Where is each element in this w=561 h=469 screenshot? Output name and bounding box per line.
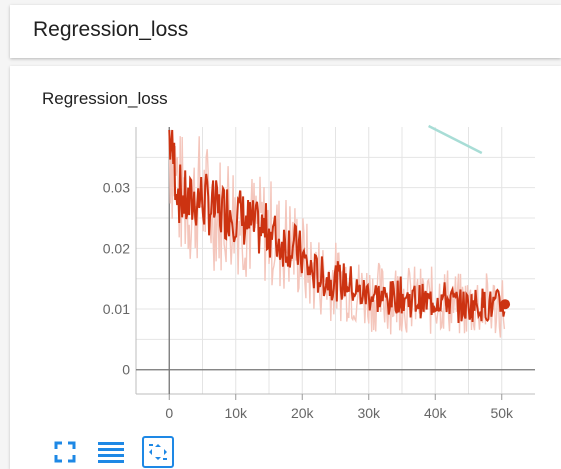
x-tick-label: 20k bbox=[291, 405, 315, 421]
raw-series-line bbox=[168, 134, 506, 338]
x-tick-label: 50k bbox=[490, 405, 514, 421]
chart-title: Regression_loss bbox=[42, 89, 168, 108]
x-tick-label: 0 bbox=[165, 405, 173, 421]
y-tick-label: 0.02 bbox=[103, 240, 130, 256]
smoothed-series-line bbox=[168, 129, 506, 323]
log-scale-button[interactable] bbox=[96, 437, 126, 467]
y-tick-label: 0 bbox=[122, 362, 130, 378]
x-tick-label: 10k bbox=[224, 405, 248, 421]
ghost-series-line bbox=[428, 124, 483, 155]
series-end-point bbox=[500, 299, 511, 310]
section-title: Regression_loss bbox=[33, 18, 189, 41]
section-header[interactable]: Regression_loss bbox=[10, 5, 561, 58]
x-tick-label: 30k bbox=[357, 405, 381, 421]
chart-card: Regression_loss 0 10k 20k 30k 40k 50k 0 0.01 0.0… bbox=[10, 66, 561, 469]
x-tick-label: 40k bbox=[424, 405, 448, 421]
fit-domain-icon bbox=[149, 444, 167, 460]
log-scale-icon bbox=[98, 442, 124, 463]
y-tick-label: 0.01 bbox=[103, 301, 130, 317]
fullscreen-button[interactable] bbox=[50, 437, 80, 467]
loss-chart[interactable]: 0 10k 20k 30k 40k 50k 0 0.01 0.02 0.03 bbox=[10, 66, 561, 426]
fit-domain-button[interactable] bbox=[142, 436, 174, 468]
y-tick-label: 0.03 bbox=[103, 180, 130, 196]
chart-toolbar bbox=[50, 436, 190, 468]
fullscreen-icon bbox=[54, 441, 76, 463]
